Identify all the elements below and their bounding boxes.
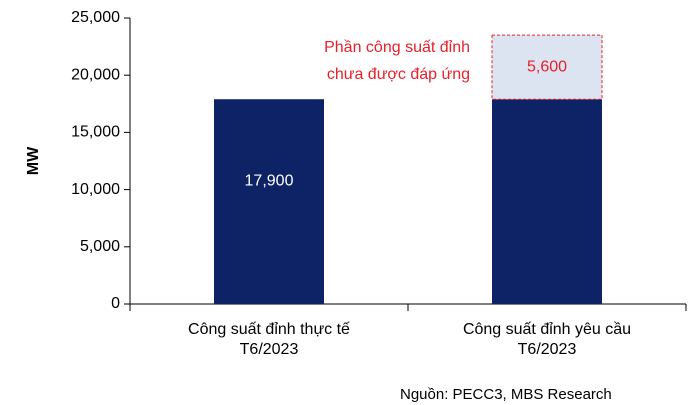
bar-segment: [491, 34, 603, 100]
y-tick-label: 20,000: [71, 66, 120, 83]
y-tick-label: 25,000: [71, 9, 120, 26]
bar-segment: [492, 99, 602, 304]
value-label: 17,900: [245, 172, 294, 189]
value-label: 5,600: [527, 58, 567, 75]
y-tick-label: 0: [111, 295, 120, 312]
y-tick-label: 10,000: [71, 181, 120, 198]
y-axis-label: MW: [25, 146, 42, 175]
y-tick-label: 5,000: [80, 238, 120, 255]
source-note: Nguồn: PECC3, MBS Research: [400, 386, 612, 403]
y-tick-label: 15,000: [71, 124, 120, 141]
bar-segment: [214, 99, 324, 304]
x-tick-label: Công suất đỉnh yêu cầu T6/2023: [463, 321, 631, 358]
x-tick-label: Công suất đỉnh thực tế T6/2023: [188, 321, 350, 358]
annotation: Phần công suất đỉnh chưa được đáp ứng: [324, 39, 470, 83]
